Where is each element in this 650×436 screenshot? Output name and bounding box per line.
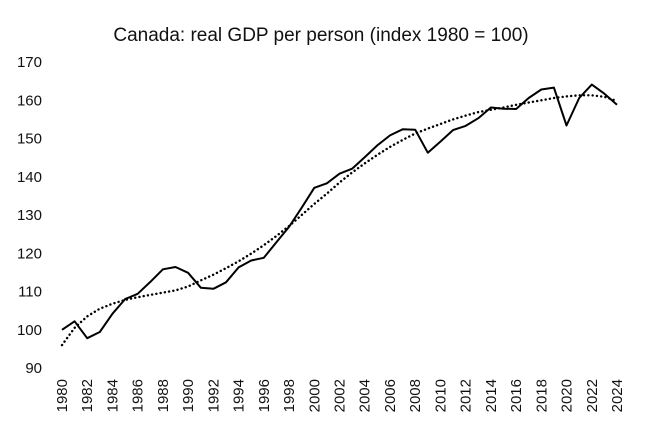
x-tick-label: 2016 — [508, 379, 525, 412]
x-tick-label: 1996 — [256, 379, 273, 412]
y-tick-label: 90 — [25, 360, 42, 377]
x-tick-label: 2010 — [432, 379, 449, 412]
x-tick-label: 1990 — [180, 379, 197, 412]
y-tick-label: 150 — [17, 131, 42, 148]
x-tick-label: 2012 — [458, 379, 475, 412]
x-tick-label: 2000 — [306, 379, 323, 412]
series-layer — [60, 83, 619, 347]
x-tick-label: 2008 — [407, 379, 424, 412]
y-tick-label: 160 — [17, 92, 42, 109]
y-tick-label: 110 — [18, 284, 42, 301]
x-axis-ticks: 1980 1982 1984 1986 1988 1990 1992 1994 1996 1998… — [54, 379, 626, 412]
x-tick-label: 1992 — [205, 379, 222, 412]
x-tick-label: 1986 — [130, 379, 147, 412]
x-tick-label: 2014 — [483, 379, 500, 412]
y-tick-label: 170 — [17, 54, 42, 71]
x-tick-label: 1980 — [54, 379, 71, 412]
x-tick-label: 2020 — [559, 379, 576, 412]
x-tick-label: 2024 — [609, 379, 626, 412]
x-tick-label: 1998 — [281, 379, 298, 412]
y-tick-label: 140 — [17, 169, 42, 186]
x-tick-label: 1984 — [104, 379, 121, 412]
x-tick-label: 1994 — [231, 379, 248, 412]
y-axis-ticks: 90 100 110 120 130 140 150 160 170 — [17, 54, 42, 377]
x-tick-label: 1982 — [79, 379, 96, 412]
chart-title: Canada: real GDP per person (index 1980 … — [113, 25, 528, 46]
x-tick-label: 2004 — [357, 379, 374, 412]
y-tick-label: 100 — [17, 322, 42, 339]
series-line-solid — [61, 83, 618, 340]
y-tick-label: 120 — [17, 245, 42, 262]
x-tick-label: 2018 — [533, 379, 550, 412]
y-tick-label: 130 — [17, 207, 42, 224]
x-tick-label: 2022 — [584, 379, 601, 412]
x-tick-label: 2002 — [332, 379, 349, 412]
trend-line-dotted — [60, 94, 619, 347]
x-tick-label: 1988 — [155, 379, 172, 412]
x-tick-label: 2006 — [382, 379, 399, 412]
